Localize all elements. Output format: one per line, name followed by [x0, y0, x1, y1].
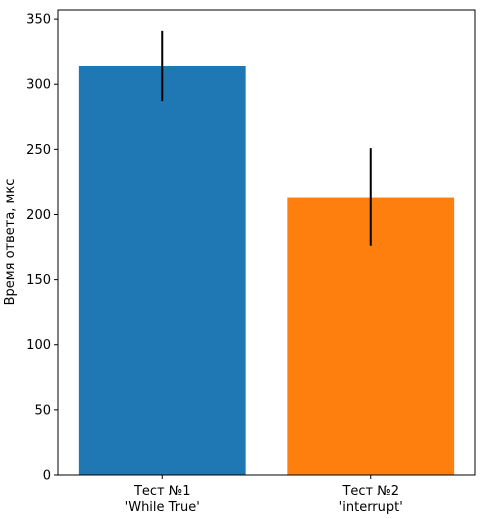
x-tick-label-line: Тест №2 — [341, 484, 399, 499]
y-tick-label: 300 — [26, 78, 51, 93]
y-tick-label: 350 — [26, 13, 51, 28]
y-tick-label: 0 — [43, 469, 51, 484]
bar-1 — [78, 66, 246, 476]
error-bars-group — [161, 30, 372, 246]
plot-frame — [57, 9, 476, 476]
x-tick-label-2: Тест №2'interrupt' — [339, 484, 403, 515]
x-tick-label-1: Тест №1 'While True' — [125, 484, 200, 515]
x-tick-label-line: Тест №1 — [133, 484, 191, 499]
x-tick-label-line: 'interrupt' — [339, 500, 403, 515]
y-tick-label: 150 — [26, 273, 51, 288]
x-tick-label-line: 'While True' — [125, 500, 200, 515]
x-axis: Тест №1 'While True' Тест №2'interrupt' — [125, 475, 403, 515]
y-axis-label: Время ответа, мкс — [3, 179, 18, 306]
bars-group — [78, 66, 455, 476]
y-tick-label: 50 — [34, 403, 51, 418]
y-axis: 0 50 100 150 200 250 300 350 — [26, 13, 58, 484]
y-tick-label: 250 — [26, 143, 51, 158]
y-tick-label: 100 — [26, 338, 51, 353]
y-tick-label: 200 — [26, 208, 51, 223]
